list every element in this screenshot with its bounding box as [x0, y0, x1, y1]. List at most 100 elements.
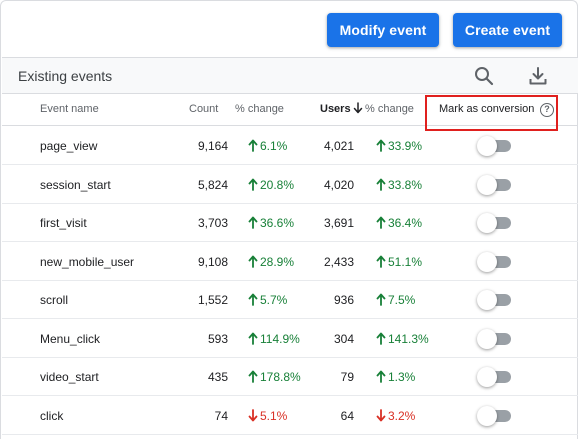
- toggle-knob: [477, 251, 497, 272]
- arrow-up-icon: [376, 293, 388, 307]
- event-name[interactable]: video_start: [40, 370, 99, 384]
- arrow-up-icon: [376, 255, 388, 269]
- conversion-toggle[interactable]: [477, 136, 513, 156]
- users-change: 3.2%: [376, 409, 415, 423]
- event-users: 3,691: [323, 216, 354, 230]
- count-change-value: 114.9%: [260, 331, 300, 346]
- count-change-value: 28.9%: [260, 254, 295, 269]
- download-icon[interactable]: [526, 64, 550, 88]
- arrow-down-icon: [248, 408, 260, 423]
- arrow-up-icon: [248, 255, 260, 269]
- table-toolbar: Existing events: [2, 57, 578, 94]
- conversion-toggle[interactable]: [477, 213, 513, 233]
- help-icon[interactable]: ?: [540, 103, 554, 117]
- event-count: 3,703: [197, 216, 228, 230]
- toggle-knob: [477, 136, 497, 156]
- event-users: 64: [340, 408, 354, 423]
- count-change: 20.8%: [248, 178, 294, 192]
- event-name[interactable]: new_mobile_user: [40, 254, 135, 269]
- table-row[interactable]: new_mobile_user 9,108 28.9% 2,433 51.1%: [2, 243, 578, 281]
- users-change-value: 1.3%: [388, 370, 416, 384]
- event-users: 79: [340, 370, 354, 384]
- users-change-value: 36.4%: [388, 216, 423, 230]
- table-row[interactable]: Menu_click 593 114.9% 304 141.3%: [2, 320, 578, 358]
- users-change-value: 7.5%: [388, 293, 416, 307]
- event-count: 435: [207, 370, 228, 384]
- toggle-knob: [477, 328, 497, 349]
- event-users: 304: [333, 331, 354, 346]
- table-row[interactable]: session_start 5,824 20.8% 4,020 33.8%: [2, 166, 578, 204]
- arrow-up-icon: [248, 216, 260, 230]
- event-name[interactable]: first_visit: [40, 216, 87, 230]
- count-change: 36.6%: [248, 216, 294, 230]
- search-icon[interactable]: [472, 64, 496, 88]
- table-row[interactable]: click 74 5.1% 64 3.2%: [2, 397, 578, 435]
- event-name[interactable]: page_view: [40, 139, 98, 153]
- arrow-up-icon: [248, 178, 260, 192]
- conversion-toggle[interactable]: [477, 328, 513, 349]
- users-change: 51.1%: [376, 255, 422, 269]
- count-change: 28.9%: [248, 255, 294, 269]
- event-users: 936: [333, 293, 354, 307]
- event-count: 9,164: [197, 139, 228, 153]
- conversion-toggle[interactable]: [477, 290, 513, 310]
- users-change: 1.3%: [376, 370, 415, 384]
- header-users-change[interactable]: % change: [365, 103, 414, 115]
- arrow-up-icon: [376, 216, 388, 230]
- count-change-value: 178.8%: [260, 370, 301, 384]
- users-change: 33.9%: [376, 139, 422, 153]
- table-row[interactable]: page_view 9,164 6.1% 4,021 33.9%: [2, 127, 578, 165]
- event-name[interactable]: scroll: [40, 293, 69, 307]
- users-change-value: 33.8%: [388, 177, 423, 192]
- users-change: 36.4%: [376, 216, 422, 230]
- event-count: 1,552: [197, 293, 228, 307]
- users-change-value: 33.9%: [388, 139, 423, 153]
- header-users[interactable]: Users: [320, 103, 351, 115]
- arrow-up-icon: [248, 370, 260, 384]
- count-change: 6.1%: [248, 139, 287, 153]
- event-name[interactable]: Menu_click: [40, 331, 101, 346]
- event-users: 2,433: [323, 254, 354, 269]
- users-change-value: 3.2%: [388, 408, 416, 423]
- event-name[interactable]: click: [40, 408, 64, 423]
- users-change-value: 141.3%: [388, 331, 429, 346]
- table-row[interactable]: scroll 1,552 5.7% 936 7.5%: [2, 281, 578, 319]
- conversion-toggle[interactable]: [477, 251, 513, 272]
- arrow-up-icon: [248, 139, 260, 153]
- column-headers: Event name Count % change Users % change…: [2, 94, 578, 126]
- header-count-change[interactable]: % change: [235, 103, 284, 115]
- highlight-box: [425, 95, 558, 131]
- create-event-button[interactable]: Create event: [453, 13, 562, 47]
- count-change-value: 5.7%: [260, 293, 288, 307]
- event-users: 4,020: [323, 177, 354, 192]
- arrow-up-icon: [376, 332, 388, 346]
- arrow-up-icon: [248, 293, 260, 307]
- header-mark-as-conversion: Mark as conversion: [439, 103, 535, 115]
- event-count: 9,108: [197, 254, 228, 269]
- arrow-up-icon: [376, 370, 388, 384]
- count-change: 5.7%: [248, 293, 287, 307]
- toggle-knob: [477, 213, 497, 233]
- table-row[interactable]: first_visit 3,703 36.6% 3,691 36.4%: [2, 204, 578, 242]
- modify-event-button[interactable]: Modify event: [327, 13, 439, 47]
- conversion-toggle[interactable]: [477, 367, 513, 387]
- toggle-knob: [477, 405, 497, 426]
- header-count[interactable]: Count: [189, 103, 219, 115]
- count-change: 114.9%: [248, 332, 300, 346]
- arrow-up-icon: [376, 139, 388, 153]
- header-event-name[interactable]: Event name: [40, 103, 99, 115]
- event-name[interactable]: session_start: [40, 177, 111, 192]
- toggle-knob: [477, 367, 497, 387]
- table-row[interactable]: video_start 435 178.8% 79 1.3%: [2, 358, 578, 396]
- event-count: 593: [207, 331, 228, 346]
- users-change: 7.5%: [376, 293, 415, 307]
- count-change-value: 5.1%: [260, 408, 288, 423]
- event-count: 74: [214, 408, 228, 423]
- toggle-knob: [477, 174, 497, 195]
- table-title: Existing events: [18, 68, 113, 84]
- arrow-down-icon[interactable]: [353, 102, 363, 117]
- conversion-toggle[interactable]: [477, 174, 513, 195]
- event-users: 4,021: [323, 139, 354, 153]
- conversion-toggle[interactable]: [477, 405, 513, 426]
